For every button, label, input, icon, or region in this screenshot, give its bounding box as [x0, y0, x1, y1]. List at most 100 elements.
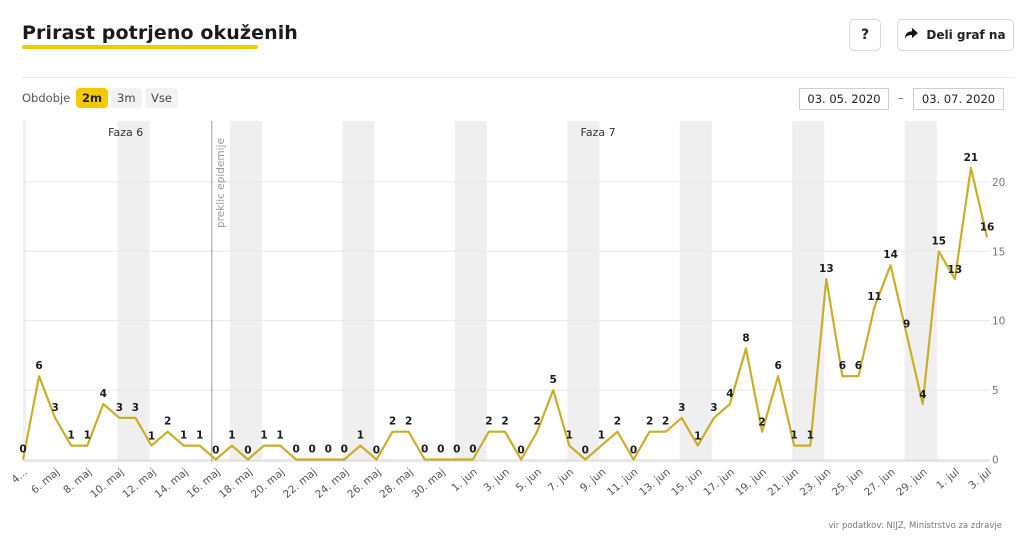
- weekend-band: [679, 121, 712, 461]
- data-label: 2: [164, 416, 171, 428]
- weekend-band: [23, 121, 26, 461]
- data-label: 13: [948, 264, 963, 276]
- x-tick-label: 19. jun: [734, 466, 769, 499]
- x-tick-label: 22. maj: [281, 466, 319, 501]
- data-label: 6: [839, 360, 846, 372]
- x-tick-label: 24. maj: [313, 466, 351, 501]
- weekend-band: [454, 121, 487, 461]
- data-label: 1: [357, 430, 364, 442]
- x-tick-label: 14. maj: [153, 466, 191, 501]
- data-label: 6: [855, 360, 862, 372]
- x-tick-label: 5. jun: [514, 466, 544, 494]
- x-tick-label: 20. maj: [249, 466, 287, 501]
- data-label: 1: [566, 430, 573, 442]
- period-all-button[interactable]: Vse: [145, 88, 178, 108]
- weekend-band: [342, 121, 375, 461]
- help-button[interactable]: ?: [849, 19, 881, 51]
- data-label: 1: [276, 430, 283, 442]
- x-tick-label: 9. jun: [578, 466, 608, 494]
- data-label: 8: [742, 332, 749, 344]
- x-tick-label: 26. maj: [345, 466, 383, 501]
- data-label: 1: [598, 430, 605, 442]
- title-underline: [22, 45, 258, 49]
- share-button[interactable]: Deli graf na: [897, 19, 1014, 51]
- data-label: 0: [309, 444, 316, 456]
- header-divider: [22, 77, 1015, 78]
- x-tick-label: 18. maj: [217, 466, 255, 501]
- epidemic-end-label: preklic epidemije: [215, 138, 227, 228]
- data-label: 2: [614, 416, 621, 428]
- data-label: 3: [116, 402, 123, 414]
- y-tick-label: 0: [992, 455, 999, 467]
- data-label: 0: [630, 445, 637, 457]
- data-label: 0: [19, 444, 26, 456]
- share-arrow-icon: [905, 28, 919, 42]
- weekend-band: [567, 121, 600, 461]
- data-label: 1: [68, 430, 75, 442]
- x-tick-label: 27. jun: [862, 466, 897, 499]
- data-label: 14: [883, 249, 898, 261]
- x-tick-label: 3. jul: [966, 466, 994, 492]
- data-label: 11: [867, 291, 882, 303]
- data-label: 1: [791, 430, 798, 442]
- data-label: 1: [807, 430, 814, 442]
- x-tick-label: 1. jul: [934, 466, 962, 492]
- x-tick-label: 23. jun: [798, 466, 833, 499]
- x-tick-label: 7. jun: [546, 466, 576, 494]
- data-label: 3: [678, 402, 685, 414]
- phase-label: Faza 7: [581, 126, 616, 139]
- x-tick-label: 10. maj: [88, 466, 126, 501]
- data-label: 13: [819, 263, 834, 275]
- data-label: 4: [100, 388, 107, 400]
- data-label: 0: [421, 444, 428, 456]
- data-label: 5: [550, 374, 557, 386]
- x-tick-label: 25. jun: [830, 466, 865, 499]
- period-label: Obdobje: [22, 91, 71, 105]
- data-label: 4: [726, 388, 733, 400]
- date-separator: –: [898, 91, 904, 105]
- data-label: 2: [501, 416, 508, 428]
- phase-label: Faza 6: [108, 126, 143, 139]
- data-label: 1: [84, 430, 91, 442]
- data-label: 0: [341, 444, 348, 456]
- data-label: 0: [469, 444, 476, 456]
- data-label: 6: [774, 360, 781, 372]
- x-tick-label: 13. jun: [637, 466, 672, 499]
- x-tick-label: 1. jun: [449, 466, 479, 494]
- data-label: 16: [980, 221, 995, 233]
- share-label: Deli graf na: [926, 28, 1006, 42]
- data-label: 4: [919, 389, 926, 401]
- weekend-band: [117, 121, 150, 461]
- data-label: 0: [325, 444, 332, 456]
- date-from-field[interactable]: 03. 05. 2020: [799, 88, 889, 110]
- data-label: 15: [931, 235, 946, 247]
- data-label: 0: [517, 445, 524, 457]
- data-label: 3: [132, 402, 139, 414]
- data-label: 3: [51, 402, 58, 414]
- x-tick-label: 28. maj: [377, 466, 415, 501]
- data-label: 0: [373, 445, 380, 457]
- data-label: 9: [903, 319, 910, 331]
- x-tick-label: 16. maj: [185, 466, 223, 501]
- x-tick-label: 15. jun: [669, 466, 704, 499]
- data-label: 2: [389, 416, 396, 428]
- x-tick-label: 6. maj: [29, 466, 62, 496]
- y-tick-label: 10: [992, 316, 1005, 328]
- date-to-field[interactable]: 03. 07. 2020: [913, 88, 1004, 110]
- x-tick-label: 3. jun: [482, 466, 512, 494]
- x-tick-label: 17. jun: [701, 466, 736, 499]
- period-3m-button[interactable]: 3m: [111, 88, 142, 108]
- help-label: ?: [860, 27, 870, 43]
- data-label: 0: [212, 445, 219, 457]
- data-label: 2: [485, 416, 492, 428]
- data-label: 1: [180, 430, 187, 442]
- data-label: 2: [662, 416, 669, 428]
- data-label: 0: [292, 444, 299, 456]
- x-tick-label: 30. maj: [410, 466, 448, 501]
- data-label: 0: [244, 445, 251, 457]
- period-2m-button[interactable]: 2m: [76, 88, 108, 108]
- y-tick-label: 15: [992, 246, 1005, 258]
- page-title: Prirast potrjeno okuženih: [22, 22, 298, 44]
- data-label: 2: [405, 416, 412, 428]
